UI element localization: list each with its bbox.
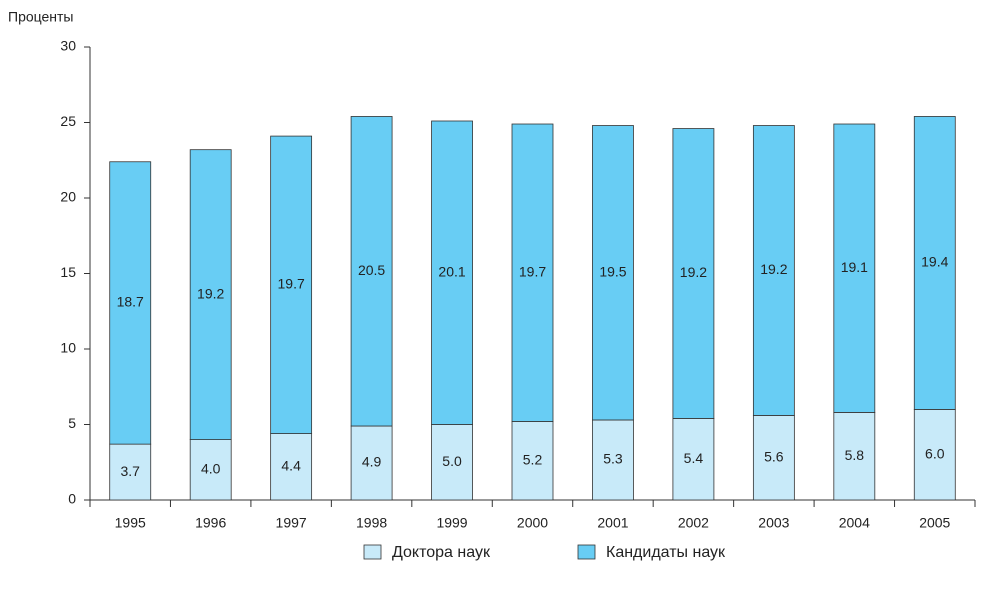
x-tick-label: 2001 [597, 515, 628, 531]
bar-segment [350, 116, 393, 427]
legend-label: Доктора наук [392, 544, 491, 561]
bar-segment [672, 128, 715, 419]
legend-swatch [577, 544, 596, 560]
bar-segment [431, 424, 473, 501]
bar-segment [431, 120, 473, 425]
x-tick-label: 2000 [517, 515, 548, 531]
x-tick-label: 2003 [758, 515, 789, 531]
bar-segment [350, 425, 393, 501]
value-label: 4.9 [362, 454, 382, 470]
y-tick-label: 30 [60, 38, 76, 54]
value-label: 19.4 [921, 254, 948, 270]
bar-segment [752, 125, 795, 416]
value-label: 18.7 [117, 294, 144, 310]
bar-segment [752, 415, 795, 501]
value-label: 19.2 [760, 261, 787, 277]
y-tick-label: 25 [60, 113, 76, 129]
value-label: 20.1 [438, 263, 465, 279]
value-label: 5.3 [603, 451, 623, 467]
x-tick-label: 1997 [276, 515, 307, 531]
bar-segment [109, 443, 152, 501]
x-tick-label: 2005 [919, 515, 950, 531]
x-tick-label: 1995 [115, 515, 146, 531]
legend-label: Кандидаты наук [606, 544, 726, 561]
value-label: 19.5 [599, 263, 626, 279]
x-tick-label: 1999 [436, 515, 467, 531]
value-label: 20.5 [358, 262, 385, 278]
bar-segment [511, 123, 554, 422]
value-label: 19.7 [278, 276, 305, 292]
bar-segment [833, 123, 876, 413]
value-label: 6.0 [925, 445, 945, 461]
y-tick-label: 15 [60, 264, 76, 280]
value-label: 5.6 [764, 448, 784, 464]
legend-swatch [363, 544, 382, 560]
value-label: 4.0 [201, 461, 221, 477]
y-axis-label: Проценты [8, 9, 74, 25]
bar-segment [592, 125, 634, 421]
x-tick-label: 2002 [678, 515, 709, 531]
y-tick-label: 5 [68, 415, 76, 431]
value-label: 19.2 [197, 285, 224, 301]
x-tick-label: 1998 [356, 515, 387, 531]
bar-segment [672, 418, 715, 501]
bar-segment [189, 149, 232, 441]
bar-segment [270, 433, 313, 501]
bar-segment [913, 408, 956, 501]
value-label: 5.4 [684, 450, 704, 466]
y-tick-label: 0 [68, 491, 76, 507]
value-label: 19.7 [519, 263, 546, 279]
value-label: 3.7 [120, 463, 140, 479]
value-label: 19.2 [680, 264, 707, 280]
x-tick-label: 1996 [195, 515, 226, 531]
y-tick-label: 10 [60, 340, 76, 356]
value-label: 19.1 [841, 259, 868, 275]
bar-segment [109, 161, 152, 445]
x-tick-label: 2004 [839, 515, 870, 531]
value-label: 5.8 [845, 447, 865, 463]
bar-segment [270, 135, 313, 434]
value-label: 5.0 [442, 453, 462, 469]
value-label: 4.4 [281, 457, 301, 473]
y-tick-label: 20 [60, 189, 76, 205]
value-label: 5.2 [523, 451, 543, 467]
bar-segment [913, 116, 956, 410]
